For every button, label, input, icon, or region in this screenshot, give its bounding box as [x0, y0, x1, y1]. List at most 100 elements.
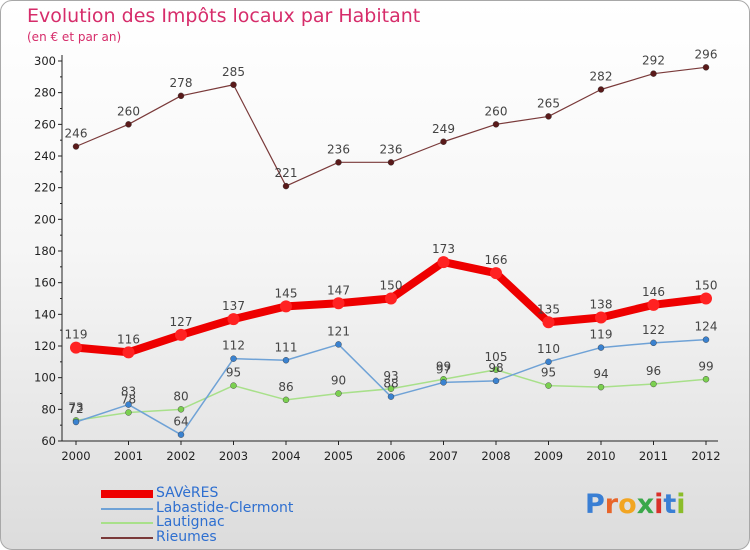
- data-point-sav-res: [385, 292, 397, 305]
- logo-letter: t: [663, 489, 677, 520]
- data-point-lautignac: [387, 385, 395, 392]
- data-label-rieumes: 236: [327, 142, 350, 156]
- data-label-labastide-clermont: 124: [695, 320, 718, 334]
- data-label-lautignac: 93: [383, 369, 398, 383]
- data-point-lautignac: [335, 390, 342, 397]
- legend-label-lautignac: Lautignac: [156, 514, 225, 530]
- x-tick-label: 2001: [114, 449, 143, 463]
- data-point-rieumes: [72, 143, 80, 150]
- x-tick-label: 2007: [429, 449, 458, 463]
- data-label-rieumes: 236: [380, 142, 403, 156]
- data-label-lautignac: 105: [485, 350, 508, 364]
- y-tick-label: 100: [34, 371, 56, 385]
- data-point-rieumes: [440, 138, 447, 145]
- proxiti-logo: Proxiti: [585, 489, 686, 520]
- y-tick-label: 140: [34, 307, 56, 321]
- data-point-lautignac: [177, 406, 185, 413]
- x-tick-label: 2009: [534, 449, 563, 463]
- legend-label-labastide-clermont: Labastide-Clermont: [156, 500, 294, 516]
- data-point-rieumes: [177, 92, 185, 100]
- data-label-lautignac: 80: [173, 389, 188, 403]
- data-point-rieumes: [492, 121, 500, 128]
- legend-swatch-labastide-clermont: [101, 508, 153, 510]
- data-point-rieumes: [335, 159, 342, 166]
- data-label-lautignac: 73: [68, 400, 83, 414]
- data-point-lautignac: [702, 376, 710, 383]
- logo-letter: i: [654, 489, 664, 520]
- data-point-labastide-clermont: [545, 358, 552, 366]
- data-label-rieumes: 246: [65, 127, 88, 141]
- data-label-labastide-clermont: 97: [436, 362, 451, 376]
- data-point-sav-res: [332, 297, 345, 310]
- legend-swatch-rieumes: [101, 537, 153, 539]
- data-point-rieumes: [650, 70, 657, 77]
- data-point-sav-res: [595, 311, 607, 324]
- data-point-labastide-clermont: [440, 379, 447, 386]
- y-tick-label: 60: [41, 434, 56, 448]
- data-label-labastide-clermont: 72: [68, 402, 83, 416]
- x-tick-label: 2006: [376, 449, 405, 463]
- x-tick-label: 2003: [219, 449, 248, 463]
- y-tick-label: 280: [34, 86, 56, 100]
- data-label-sav-res: 147: [327, 283, 350, 297]
- data-label-rieumes: 249: [432, 122, 455, 136]
- data-point-sav-res: [542, 316, 555, 329]
- logo-letter: o: [618, 489, 637, 520]
- data-point-sav-res: [175, 328, 187, 341]
- data-point-labastide-clermont: [72, 418, 80, 426]
- data-label-lautignac: 95: [541, 366, 556, 380]
- logo-letter: x: [636, 489, 655, 520]
- y-tick-label: 220: [34, 181, 56, 195]
- logo-letter: i: [676, 489, 686, 520]
- data-point-labastide-clermont: [492, 377, 500, 385]
- data-label-rieumes: 278: [170, 76, 193, 90]
- legend-label-saveres: SAVèRES: [156, 485, 219, 501]
- x-tick-label: 2010: [586, 449, 615, 463]
- data-point-rieumes: [387, 159, 395, 166]
- data-label-lautignac: 90: [331, 374, 346, 388]
- data-label-labastide-clermont: 111: [275, 340, 298, 354]
- chart-subtitle: (en € et par an): [27, 30, 122, 44]
- data-point-labastide-clermont: [702, 336, 710, 343]
- data-point-sav-res: [437, 256, 450, 269]
- data-label-rieumes: 285: [222, 65, 245, 79]
- data-label-labastide-clermont: 119: [590, 328, 613, 342]
- y-tick-label: 80: [41, 402, 56, 416]
- data-label-lautignac: 78: [121, 393, 136, 407]
- data-label-lautignac: 99: [436, 359, 451, 373]
- y-tick-label: 260: [34, 117, 56, 131]
- data-label-rieumes: 292: [642, 54, 665, 68]
- data-point-lautignac: [230, 382, 237, 389]
- data-point-sav-res: [70, 341, 82, 354]
- data-label-sav-res: 135: [537, 302, 560, 316]
- data-point-lautignac: [282, 396, 290, 404]
- data-point-lautignac: [597, 383, 605, 391]
- y-tick-label: 300: [34, 54, 56, 68]
- data-label-sav-res: 116: [117, 332, 140, 346]
- x-tick-label: 2011: [639, 449, 668, 463]
- y-tick-label: 160: [34, 276, 56, 290]
- chart-title: Evolution des Impôts locaux par Habitant: [27, 5, 421, 27]
- data-label-lautignac: 96: [646, 364, 661, 378]
- data-label-labastide-clermont: 112: [222, 339, 245, 353]
- data-label-rieumes: 260: [485, 104, 508, 118]
- y-tick-label: 200: [34, 212, 56, 226]
- data-label-lautignac: 94: [593, 367, 608, 381]
- y-tick-label: 240: [34, 149, 56, 163]
- data-point-lautignac: [125, 409, 132, 416]
- data-label-sav-res: 150: [695, 279, 718, 293]
- data-point-labastide-clermont: [125, 401, 132, 408]
- data-point-sav-res: [700, 292, 712, 305]
- data-label-lautignac: 86: [278, 380, 293, 394]
- legend-swatch-saveres: [101, 490, 153, 498]
- logo-letter: P: [585, 489, 605, 520]
- data-label-sav-res: 145: [275, 286, 298, 300]
- data-point-rieumes: [282, 182, 290, 190]
- data-label-sav-res: 137: [222, 299, 245, 313]
- data-label-lautignac: 95: [226, 366, 241, 380]
- data-point-labastide-clermont: [650, 339, 657, 347]
- data-label-sav-res: 146: [642, 285, 665, 299]
- data-point-lautignac: [650, 380, 657, 388]
- x-tick-label: 2004: [271, 449, 300, 463]
